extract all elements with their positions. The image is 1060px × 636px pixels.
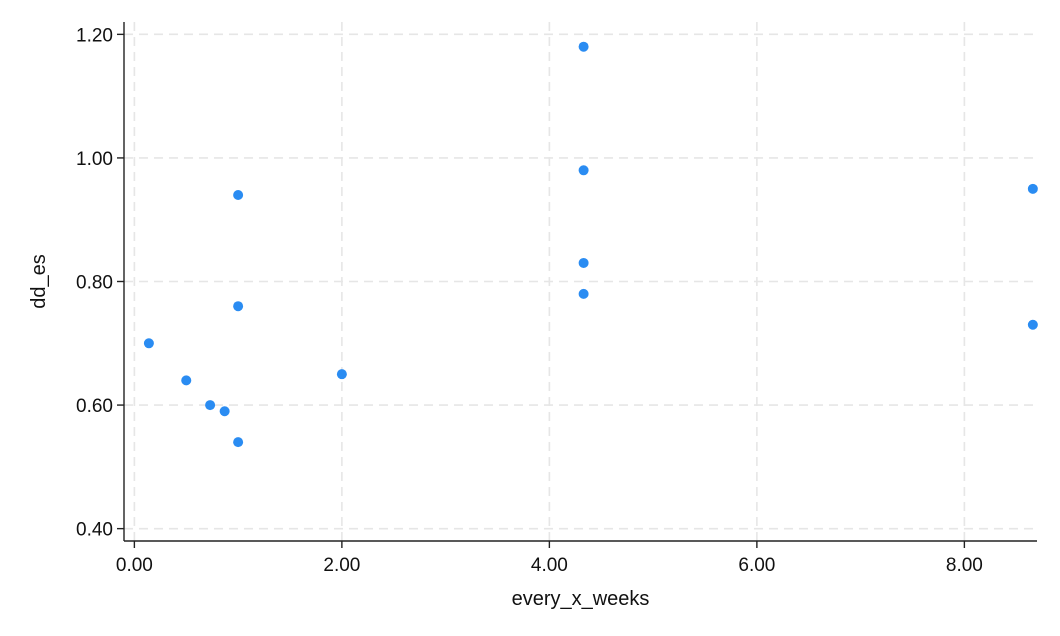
x-tick-label: 2.00 [323,555,360,576]
y-tick-label: 1.20 [76,25,113,46]
data-points [143,41,1038,448]
y-tick-label: 0.80 [76,273,113,294]
x-axis-label: every_x_weeks [512,588,650,610]
y-axis-label: dd_es [28,254,50,309]
x-tick-label: 6.00 [738,555,775,576]
data-point [336,369,347,380]
data-point [181,375,192,386]
data-point [205,400,216,411]
axis-ticks: 0.40 0.60 0.80 1.00 1.20 0.00 2.00 4.00 6.00 8.00 [76,25,983,576]
data-point [233,190,244,200]
y-tick-label: 1.00 [76,149,113,170]
y-tick-label: 0.60 [76,396,113,417]
data-point [578,257,589,268]
data-point [219,406,230,417]
x-tick-label: 0.00 [116,555,153,576]
data-point [233,437,244,448]
data-point [233,301,244,312]
data-point [143,338,154,349]
data-point [578,165,589,176]
data-point [578,41,589,52]
data-point [578,288,589,299]
y-tick-label: 0.40 [76,520,113,541]
data-point [1027,319,1038,330]
x-tick-label: 4.00 [531,555,568,576]
x-tick-label: 8.00 [946,555,983,576]
grid [124,22,1037,541]
data-point [1027,183,1038,194]
